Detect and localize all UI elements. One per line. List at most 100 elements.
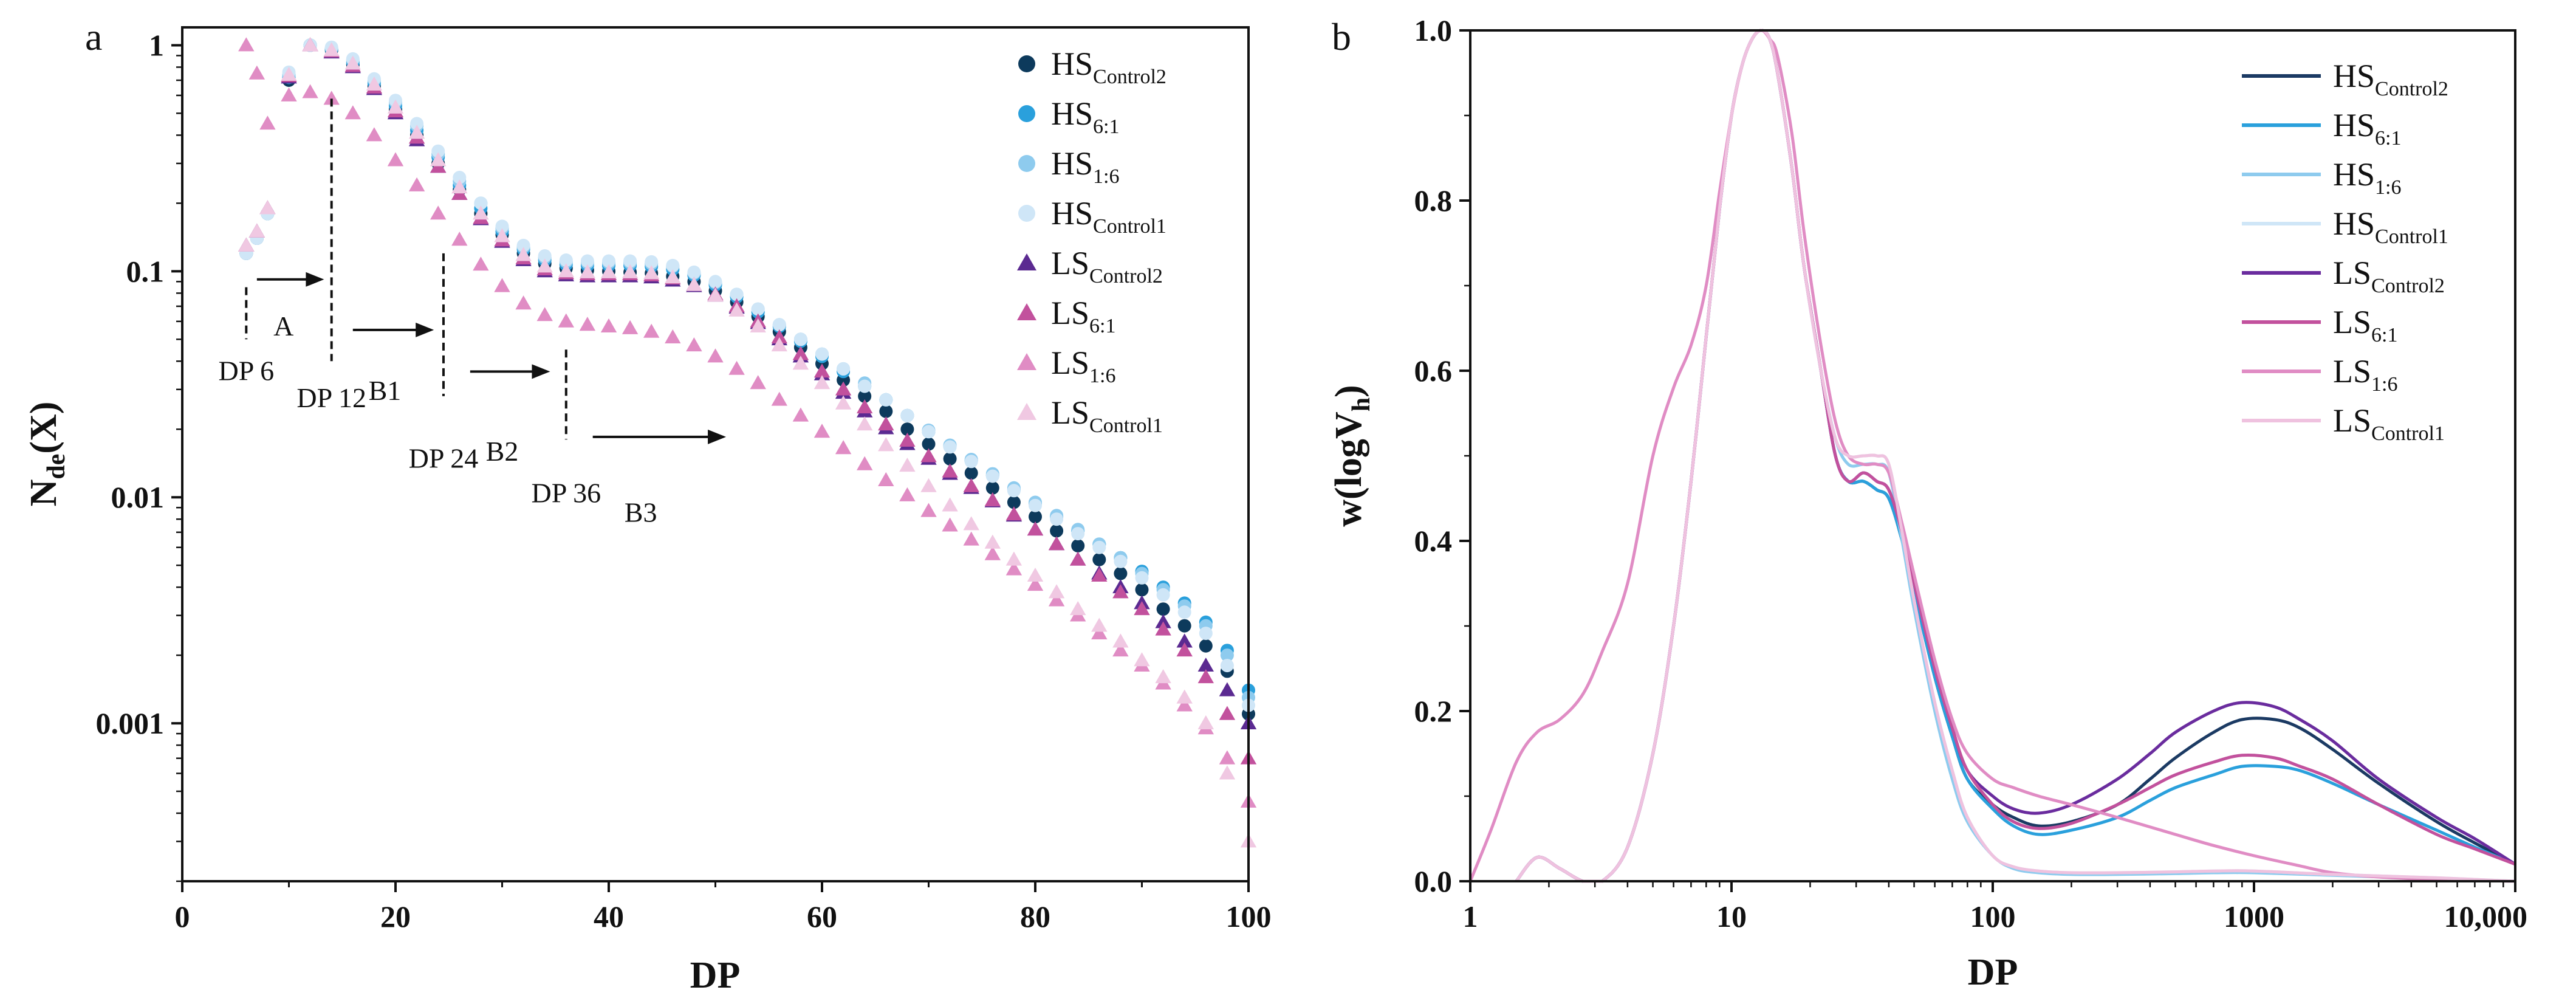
panel-a-point-hs-control1 [516, 238, 530, 252]
panel-a-legend-label: HSControl2 [1051, 46, 1166, 88]
panel-a-point-hs-control1 [559, 253, 573, 267]
panel-a-point-ls-control1 [302, 37, 318, 52]
panel-a-point-ls-6-1 [1005, 506, 1023, 521]
panel-a-point-hs-control2 [1177, 619, 1191, 633]
panel-a-point-hs-control2 [985, 481, 999, 495]
panel-a-point-hs-control1 [1007, 484, 1021, 498]
panel-a-point-ls-control1 [515, 247, 532, 261]
panel-a-point-ls-1-6 [259, 115, 276, 130]
panel-a-point-hs-control2 [1199, 639, 1213, 653]
panel-a-legend-marker [1017, 353, 1036, 370]
panel-a-legend-marker [1018, 205, 1035, 222]
panel-b-ytick-label: 0.0 [1414, 864, 1453, 898]
panel-a-point-ls-control1 [835, 395, 852, 410]
panel-a-point-ls-1-6 [707, 348, 724, 363]
panel-a-point-ls-control1 [579, 264, 596, 278]
panel-a-point-ls-control1 [665, 269, 681, 284]
panel-a-point-ls-6-1 [1027, 521, 1044, 536]
panel-a-annotations: DP 6 DP 12 DP 24 DP 36 A B1 B2 B3 [218, 98, 727, 528]
panel-a-ytick-label: 0.1 [126, 254, 165, 288]
panel-a-point-ls-6-1 [814, 363, 831, 378]
panel-a-point-ls-control1 [707, 287, 724, 302]
panel-a-ylabel-sub: de [43, 454, 70, 480]
panel-a-dp-marker-label: DP 24 [409, 443, 479, 474]
panel-a-region-arrowhead [416, 322, 434, 337]
panel-a-point-ls-control1 [281, 66, 297, 81]
panel-a-xtick-label: 0 [175, 899, 190, 934]
panel-a-legend: HSControl2 HS6:1 HS1:6 HSControl1 LSControl2… [1017, 46, 1166, 437]
panel-b-ytick-label: 0.8 [1414, 184, 1453, 218]
panel-a-point-hs-control1 [985, 469, 999, 483]
panel-a-point-ls-1-6 [248, 65, 265, 80]
panel-a-point-ls-control2 [1197, 657, 1214, 672]
panel-a-point-ls-control1 [1091, 617, 1108, 632]
panel-a-xlabel: DP [690, 955, 741, 996]
panel-a-point-hs-control1 [708, 275, 722, 289]
panel-a-point-ls-1-6 [1112, 642, 1129, 657]
panel-b-legend-label: LSControl1 [2333, 402, 2445, 445]
panel-a-point-ls-control1 [366, 76, 383, 91]
panel-b-legend: HSControl2 HS6:1 HS1:6 HSControl1 LSControl2… [2242, 58, 2448, 445]
panel-a-point-hs-control1 [1114, 554, 1128, 568]
panel-a-point-ls-control1 [1219, 765, 1236, 780]
panel-a-point-ls-6-1 [1134, 601, 1150, 616]
panel-a-point-ls-control1 [814, 375, 831, 390]
panel-a-point-ls-control1 [494, 228, 510, 242]
panel-a-point-hs-control2 [900, 422, 914, 436]
panel-a-point-ls-6-1 [792, 346, 809, 360]
panel-a-region-arrowhead [532, 364, 550, 379]
panel-a-point-ls-1-6 [622, 320, 639, 334]
panel-a-point-ls-1-6 [1048, 592, 1065, 607]
panel-b-legend-label: LS1:6 [2333, 353, 2397, 396]
panel-b-ytick-label: 0.2 [1414, 694, 1453, 728]
panel-b-chart: 1 10 100 1000 10,000 0.0 0.2 0.4 0.6 0.8 1.0 DP w(… [1328, 13, 2527, 993]
panel-a-legend-label: LS6:1 [1051, 295, 1115, 337]
panel-a-point-hs-control1 [900, 408, 914, 422]
panel-b-xtick-label: 10 [1716, 899, 1747, 934]
panel-a-point-ls-1-6 [1219, 750, 1236, 765]
panel-a-legend-marker [1018, 55, 1035, 72]
panel-a-point-ls-6-1 [1197, 669, 1214, 684]
panel-a-point-hs-control1 [943, 440, 957, 454]
panel-a-point-ls-control1 [878, 437, 894, 452]
panel-a-point-ls-1-6 [665, 329, 681, 343]
panel-a-point-hs-control1 [1220, 659, 1234, 673]
panel-a-point-hs-control1 [453, 171, 467, 184]
panel-a-point-ls-6-1 [920, 448, 937, 462]
panel-a-point-ls-1-6 [430, 205, 447, 220]
panel-a-ticks: 0 20 40 60 80 100 1 0.1 0.01 0.001 [96, 28, 1272, 934]
panel-a-point-ls-control1 [238, 237, 255, 252]
panel-a-point-ls-6-1 [771, 329, 787, 343]
panel-a-point-ls-1-6 [302, 84, 318, 98]
panel-a-point-ls-1-6 [600, 318, 617, 333]
panel-a-point-ls-1-6 [408, 177, 425, 191]
panel-a-point-hs-control2 [1092, 552, 1106, 566]
panel-a-ylabel-rest: (X) [23, 402, 64, 454]
panel-a-legend-label: HS6:1 [1051, 95, 1119, 138]
panel-a-xtick-label: 20 [380, 899, 411, 934]
panel-a-legend-label: LS1:6 [1051, 345, 1115, 387]
panel-a-point-ls-1-6 [750, 375, 766, 390]
panel-b-legend-label: LSControl2 [2333, 255, 2445, 297]
panel-b-ytick-label: 0.6 [1414, 354, 1453, 388]
panel-b-legend-label: HS1:6 [2333, 156, 2401, 199]
panel-b-legend-label: HSControl2 [2333, 58, 2448, 100]
panel-b-ytick-label: 0.4 [1414, 524, 1453, 558]
panel-a-point-ls-control1 [942, 497, 958, 512]
panel-a-point-hs-control1 [1156, 588, 1170, 602]
panel-a-point-ls-1-6 [814, 424, 831, 438]
panel-a-point-ls-1-6 [1176, 697, 1193, 712]
panel-a-point-ls-6-1 [1070, 551, 1086, 566]
panel-a-region-label: B3 [625, 497, 657, 528]
panel-a-legend-label: LSControl1 [1051, 394, 1163, 437]
panel-a-point-hs-control1 [793, 332, 807, 346]
panel-a-point-ls-6-1 [1176, 642, 1193, 657]
panel-a-point-ls-1-6 [920, 503, 937, 517]
panel-b-xtick-label: 100 [1970, 899, 2016, 934]
panel-a-xtick-label: 80 [1020, 899, 1050, 934]
panel-a-point-ls-1-6 [344, 105, 361, 120]
panel-a-point-ls-1-6 [835, 440, 852, 455]
panel-a-point-hs-control1 [1092, 540, 1106, 554]
panel-a-point-ls-control2 [1219, 682, 1236, 696]
